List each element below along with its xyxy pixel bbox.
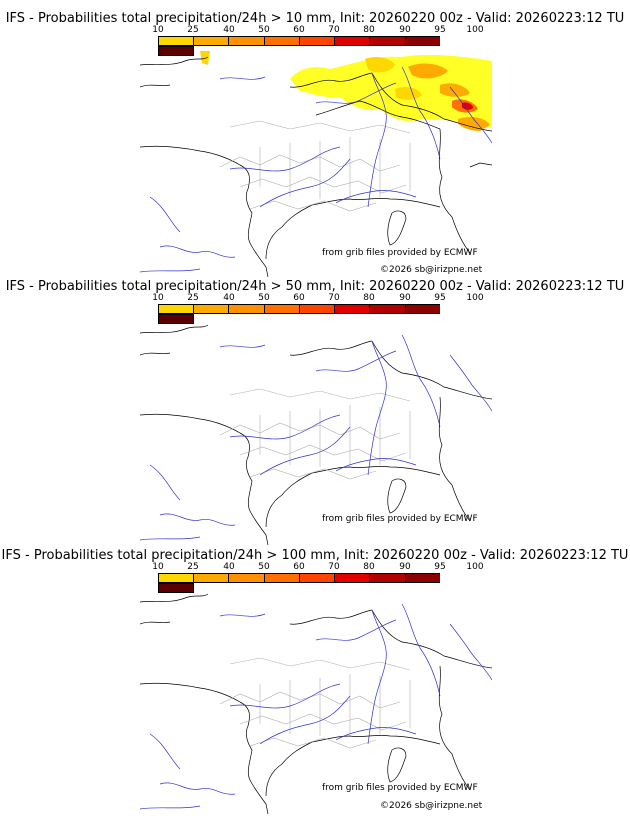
colorbar-tick: 100 (466, 25, 484, 35)
colorbar-tick: 60 (293, 293, 305, 303)
colorbar-segment (298, 36, 335, 46)
colorbar-tick: 10 (152, 25, 164, 35)
colorbar-segment (334, 36, 370, 46)
panel-title: IFS - Probabilities total precipitation/… (1, 548, 629, 563)
colorbar-segment (298, 304, 335, 314)
colorbar-segment (158, 573, 194, 583)
colorbar-tick: 80 (363, 293, 375, 303)
colorbar-segment (158, 46, 195, 56)
map-france (140, 593, 492, 814)
colorbar-tick: 40 (223, 562, 235, 572)
colorbar-tick: 25 (187, 562, 199, 572)
colorbar-tick: 70 (328, 25, 340, 35)
colorbar-tick-labels: 10 25 40 50 60 70 80 90 95 100 (0, 562, 630, 573)
colorbar (158, 304, 475, 324)
data-source-credit: from grib files provided by ECMWF (322, 783, 478, 793)
colorbar-segment (263, 36, 299, 46)
colorbar-tick: 95 (434, 25, 446, 35)
colorbar-tick: 95 (434, 562, 446, 572)
map-france (140, 51, 492, 277)
colorbar-segment (263, 573, 299, 583)
colorbar-tick: 100 (466, 293, 484, 303)
panel-title: IFS - Probabilities total precipitation/… (5, 279, 625, 294)
country-borders (140, 324, 492, 545)
colorbar-segment (404, 36, 440, 46)
colorbar-segment (404, 304, 440, 314)
colorbar-tick: 50 (258, 293, 270, 303)
internal-borders (219, 388, 411, 480)
panel-title: IFS - Probabilities total precipitation/… (5, 11, 625, 26)
colorbar-segment (263, 304, 299, 314)
colorbar-segment (158, 314, 195, 324)
colorbar-segment (158, 304, 194, 314)
colorbar-segment (334, 573, 370, 583)
internal-borders (219, 657, 411, 749)
country-borders (140, 56, 492, 277)
colorbar-tick: 90 (399, 25, 411, 35)
colorbar-segment (298, 573, 335, 583)
data-source-credit: from grib files provided by ECMWF (322, 248, 478, 258)
colorbar-tick: 60 (293, 25, 305, 35)
colorbar-tick: 80 (363, 25, 375, 35)
colorbar-segment (369, 36, 405, 46)
colorbar-segment (369, 573, 405, 583)
colorbar-tick: 50 (258, 25, 270, 35)
colorbar-segment (334, 304, 370, 314)
forecast-panel-50mm: IFS - Probabilities total precipitation/… (0, 268, 630, 545)
data-source-credit: from grib files provided by ECMWF (322, 514, 478, 524)
colorbar-tick: 10 (152, 562, 164, 572)
colorbar-tick: 70 (328, 293, 340, 303)
internal-borders (219, 120, 411, 212)
country-borders (140, 593, 492, 814)
colorbar-segment (228, 36, 264, 46)
colorbar-tick: 40 (223, 293, 235, 303)
colorbar-tick: 60 (293, 562, 305, 572)
map-france (140, 324, 492, 545)
colorbar-segment (158, 583, 195, 593)
copyright-credit: ©2026 sb@irizpne.net (380, 265, 483, 275)
copyright-credit: ©2026 sb@irizpne.net (380, 801, 483, 811)
colorbar-tick: 70 (328, 562, 340, 572)
colorbar-tick: 10 (152, 293, 164, 303)
colorbar-tick: 90 (399, 562, 411, 572)
colorbar-segment (193, 573, 229, 583)
colorbar-segment (369, 304, 405, 314)
rivers (140, 66, 492, 273)
forecast-panel-10mm: IFS - Probabilities total precipitation/… (0, 0, 630, 277)
colorbar-tick: 90 (399, 293, 411, 303)
colorbar-segment (158, 36, 194, 46)
colorbar-segment (193, 36, 229, 46)
rivers (140, 334, 492, 541)
colorbar-segment (193, 304, 229, 314)
rivers (140, 603, 492, 810)
colorbar-segment (404, 573, 440, 583)
colorbar-tick: 25 (187, 25, 199, 35)
colorbar-tick: 25 (187, 293, 199, 303)
colorbar-tick: 95 (434, 293, 446, 303)
colorbar-segment (228, 304, 264, 314)
colorbar-tick-labels: 10 25 40 50 60 70 80 90 95 100 (0, 293, 630, 304)
precip-areas (200, 51, 492, 131)
colorbar-tick: 40 (223, 25, 235, 35)
colorbar (158, 36, 475, 56)
colorbar-tick-labels: 10 25 40 50 60 70 80 90 95 100 (0, 25, 630, 36)
colorbar (158, 573, 475, 593)
colorbar-segment (228, 573, 264, 583)
forecast-panel-100mm: IFS - Probabilities total precipitation/… (0, 537, 630, 814)
colorbar-tick: 80 (363, 562, 375, 572)
colorbar-tick: 50 (258, 562, 270, 572)
colorbar-tick: 100 (466, 562, 484, 572)
